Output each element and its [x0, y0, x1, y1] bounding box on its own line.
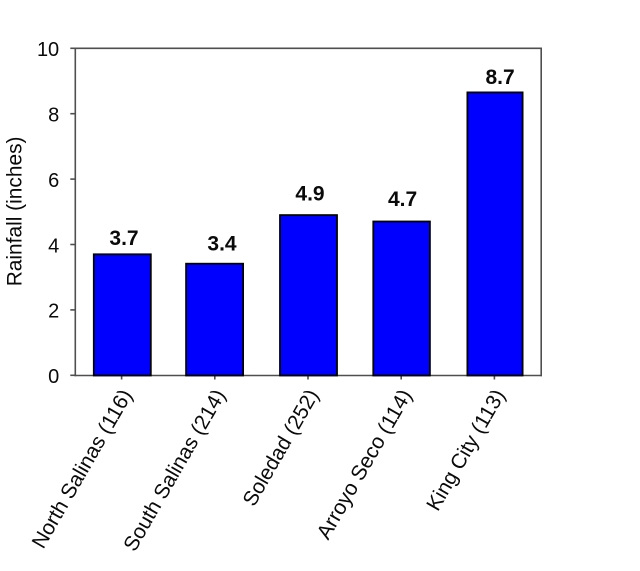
- svg-text:4: 4: [48, 235, 59, 257]
- svg-text:8: 8: [48, 105, 59, 127]
- svg-text:6: 6: [48, 170, 59, 192]
- svg-text:10: 10: [37, 39, 59, 61]
- svg-text:4.9: 4.9: [295, 183, 324, 206]
- svg-text:3.4: 3.4: [207, 232, 237, 255]
- svg-text:0: 0: [48, 366, 59, 388]
- svg-text:Rainfall (inches): Rainfall (inches): [4, 137, 27, 287]
- svg-text:8.7: 8.7: [485, 66, 514, 89]
- svg-text:3.7: 3.7: [109, 227, 138, 250]
- svg-text:2: 2: [48, 301, 59, 323]
- svg-text:4.7: 4.7: [388, 188, 417, 211]
